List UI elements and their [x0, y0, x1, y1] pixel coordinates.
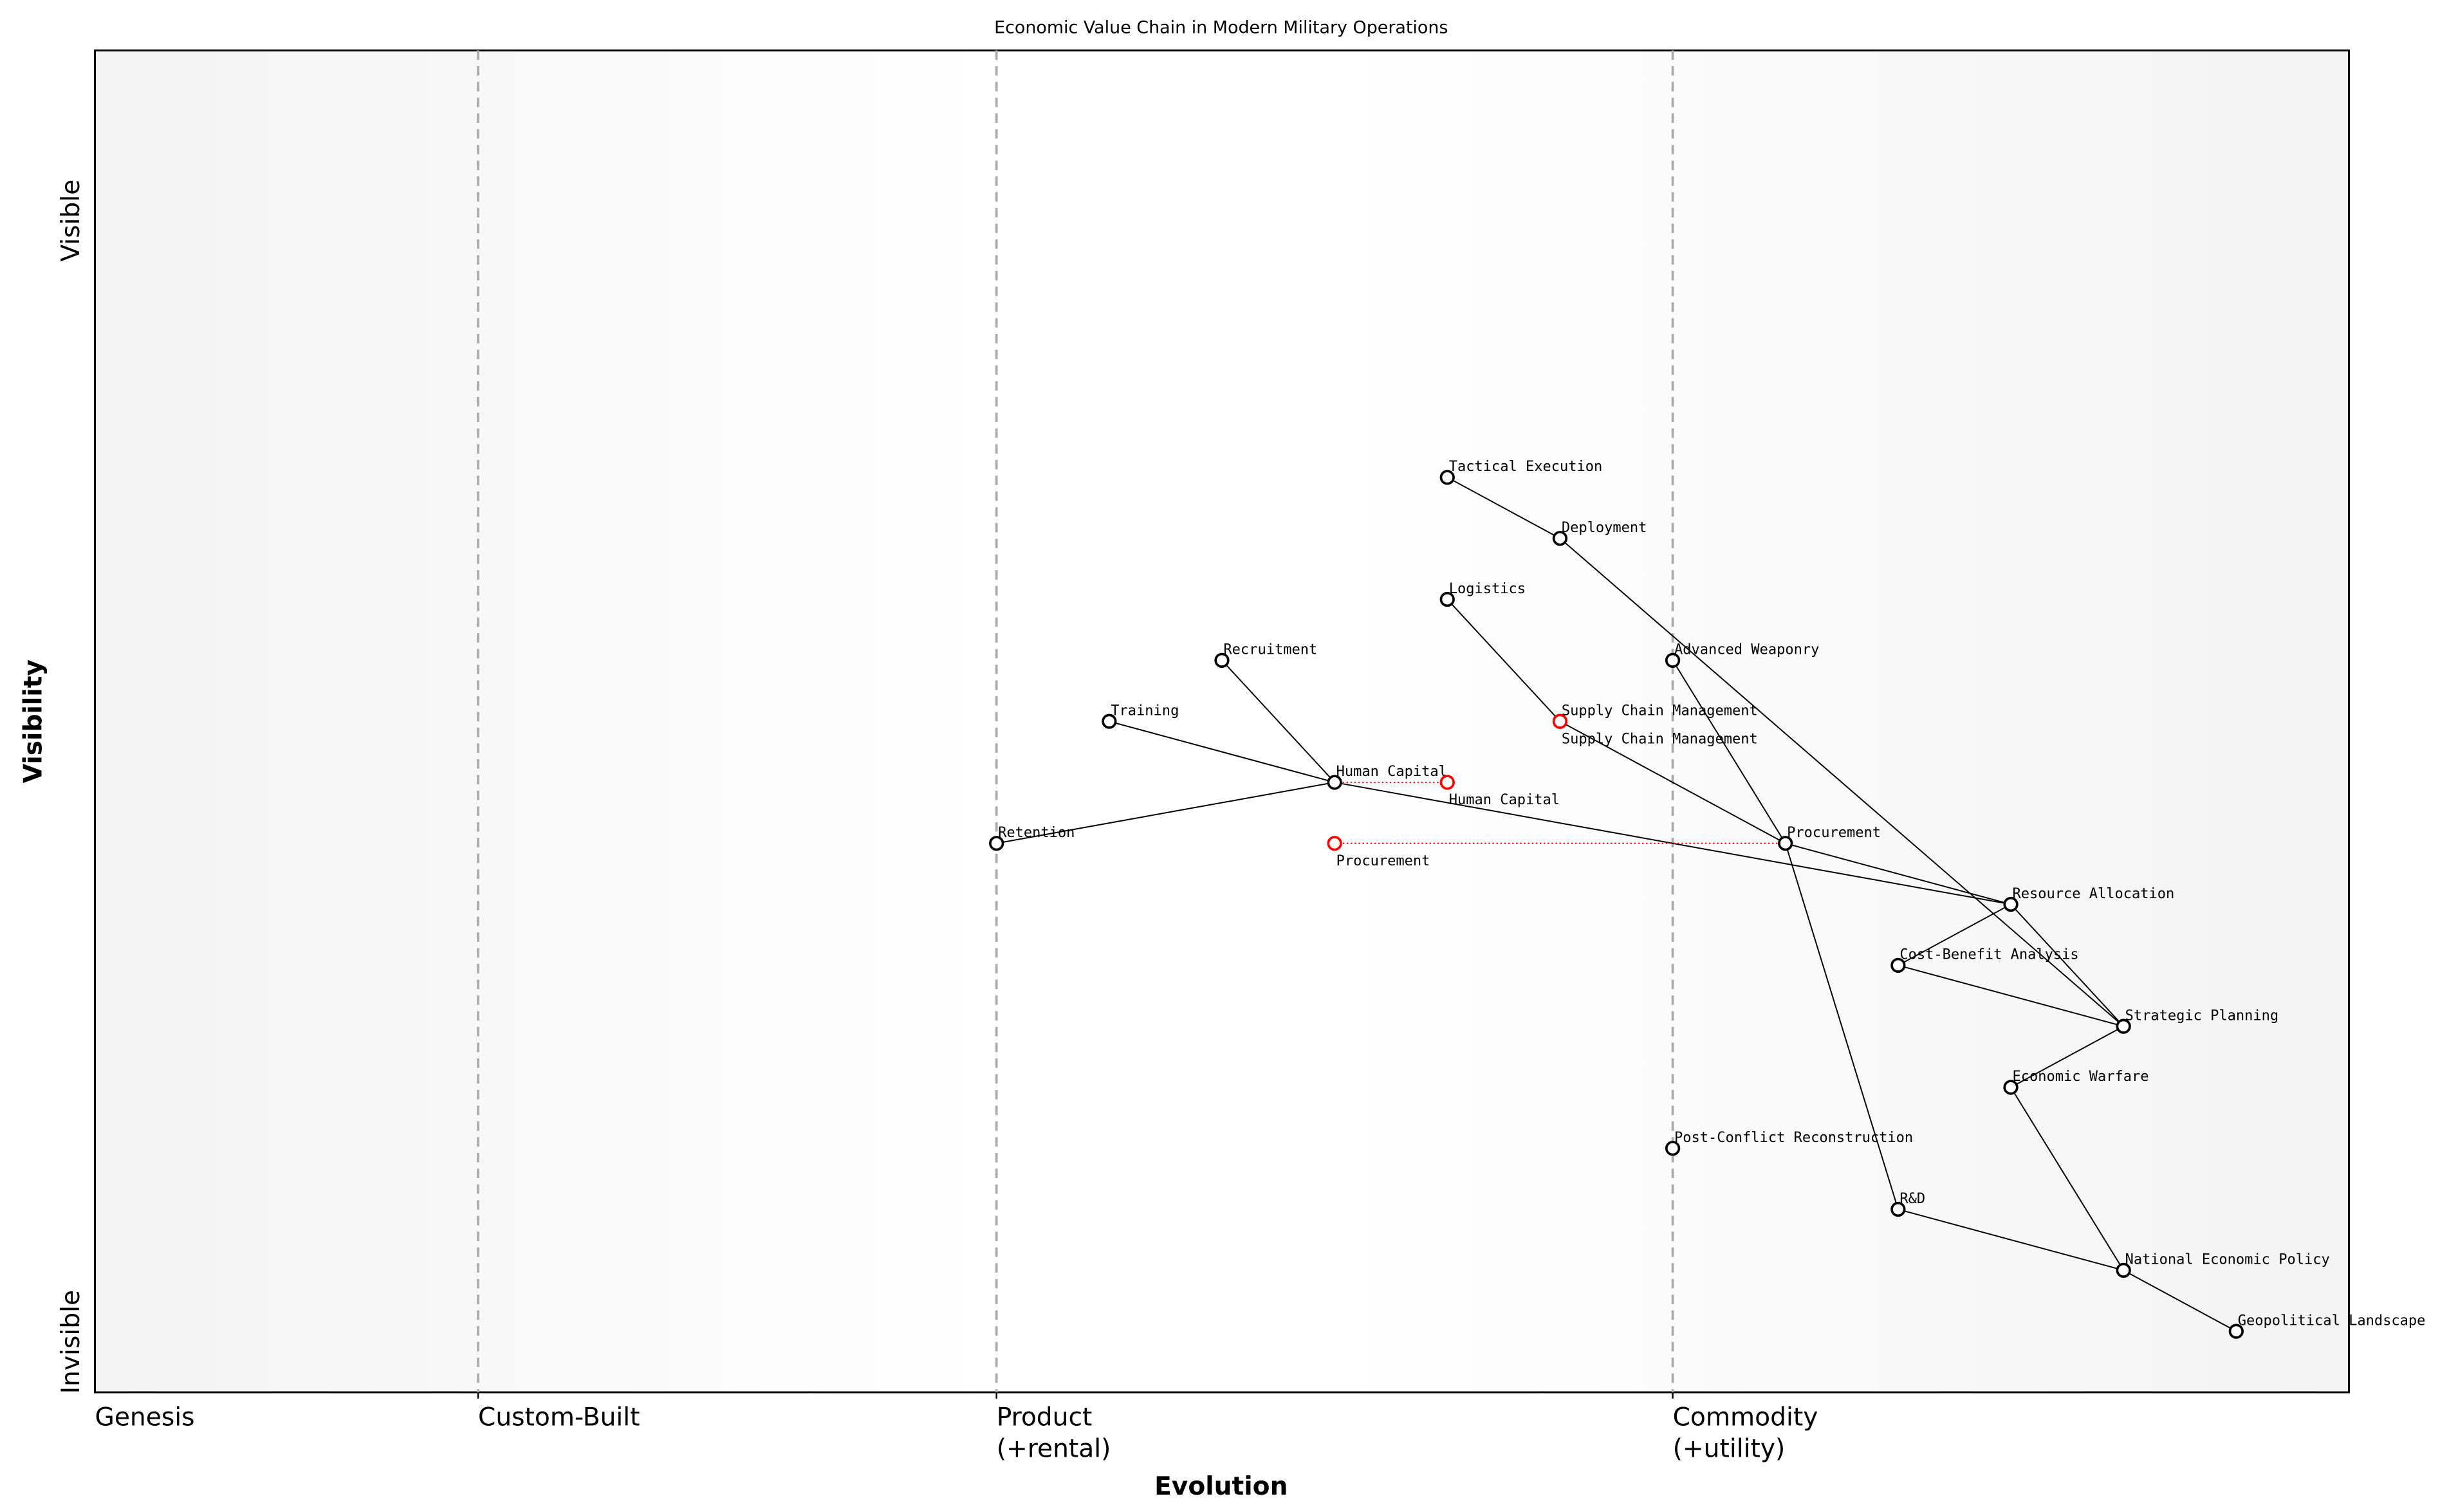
- evolved-label: Supply Chain Management: [1562, 731, 1758, 747]
- component-label: Deployment: [1562, 520, 1647, 536]
- link-line: [1898, 964, 2124, 1028]
- component-label: Procurement: [1787, 825, 1881, 841]
- component-label: R&D: [1899, 1191, 1925, 1207]
- component-label: Logistics: [1449, 581, 1526, 597]
- link-line: [1784, 843, 1899, 1210]
- x-tick-sublabel: (+rental): [997, 1434, 1111, 1463]
- link-line: [1898, 1208, 2124, 1271]
- component-node: [2003, 1080, 2019, 1095]
- component-node: [989, 836, 1004, 851]
- component-node: [2116, 1019, 2131, 1034]
- evolved-node: [1439, 775, 1455, 790]
- link-line: [1559, 721, 1786, 844]
- component-label: Strategic Planning: [2125, 1008, 2279, 1024]
- component-node: [1439, 470, 1455, 485]
- component-node: [2003, 896, 2019, 912]
- component-label: Retention: [998, 825, 1075, 841]
- evolved-label: Human Capital: [1449, 792, 1560, 808]
- component-node: [2228, 1323, 2244, 1339]
- component-label: Advanced Weaponry: [1674, 642, 1819, 658]
- y-tick-label: Invisible: [57, 1290, 86, 1394]
- component-node: [1102, 714, 1117, 729]
- chart-title: Economic Value Chain in Modern Military …: [994, 17, 1448, 37]
- link-line: [1446, 598, 1561, 722]
- link-line: [2010, 903, 2124, 1027]
- evolved-node: [1327, 836, 1342, 851]
- x-tick-label: Custom-Built: [478, 1403, 640, 1432]
- link-line: [996, 781, 1335, 844]
- link-line: [1672, 659, 1786, 844]
- x-tick-sublabel: (+utility): [1673, 1434, 1786, 1463]
- link-line: [1221, 659, 1335, 783]
- link-line: [2010, 1026, 2124, 1088]
- link-line: [1109, 721, 1335, 783]
- link-line: [1898, 903, 2011, 966]
- component-node: [1665, 1141, 1681, 1156]
- component-node: [1439, 591, 1455, 607]
- link-line: [1334, 781, 2011, 905]
- evolved-node: [1552, 714, 1568, 729]
- x-tick-label: Commodity: [1673, 1403, 1818, 1432]
- component-label: Economic Warfare: [2012, 1069, 2148, 1085]
- component-node: [1665, 652, 1681, 668]
- component-node: [1214, 652, 1230, 668]
- component-node: [1327, 775, 1342, 790]
- plot-area: [94, 49, 2350, 1394]
- component-label: Recruitment: [1223, 642, 1317, 658]
- component-label: Geopolitical Landscape: [2238, 1313, 2426, 1329]
- x-tick-label: Product: [997, 1403, 1093, 1432]
- component-label: Tactical Execution: [1449, 459, 1603, 475]
- component-node: [1552, 531, 1568, 546]
- component-label: Human Capital: [1336, 764, 1447, 780]
- link-line: [1559, 538, 2124, 1027]
- component-label: Supply Chain Management: [1562, 703, 1758, 719]
- y-tick-label: Visible: [57, 180, 86, 262]
- evolved-label: Procurement: [1336, 853, 1430, 869]
- component-node: [1890, 1201, 1906, 1217]
- link-line: [1785, 842, 2011, 905]
- component-label: Cost-Benefit Analysis: [1899, 947, 2078, 963]
- component-label: National Economic Policy: [2125, 1252, 2330, 1268]
- link-line: [2123, 1269, 2237, 1332]
- link-line: [1446, 477, 1560, 539]
- x-axis-label: Evolution: [1154, 1472, 1288, 1501]
- component-node: [1890, 957, 1906, 973]
- component-label: Post-Conflict Reconstruction: [1674, 1130, 1913, 1146]
- component-label: Training: [1111, 703, 1179, 719]
- x-tick-label: Genesis: [95, 1403, 195, 1432]
- component-node: [1778, 836, 1793, 851]
- component-label: Resource Allocation: [2012, 886, 2174, 902]
- component-node: [2116, 1262, 2131, 1278]
- y-axis-label: Visibility: [19, 659, 48, 783]
- link-line: [2010, 1087, 2125, 1271]
